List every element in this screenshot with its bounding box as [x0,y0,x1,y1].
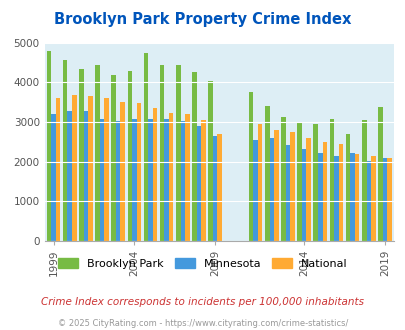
Bar [382,158,386,241]
Bar [280,117,285,241]
Bar [180,121,185,241]
Bar [366,161,370,241]
Bar [111,75,116,241]
Bar [217,134,222,241]
Bar [386,158,391,241]
Bar [354,154,358,241]
Bar [104,98,109,241]
Bar [285,145,290,241]
Bar [192,72,196,241]
Bar [67,111,72,241]
Bar [176,65,180,241]
Bar [136,103,141,241]
Bar [120,102,125,241]
Bar [361,120,366,241]
Bar [253,140,257,241]
Bar [269,138,273,241]
Bar [127,71,132,241]
Bar [51,114,55,241]
Legend: Brooklyn Park, Minnesota, National: Brooklyn Park, Minnesota, National [53,254,352,273]
Bar [322,142,326,241]
Bar [100,118,104,241]
Bar [333,156,338,241]
Bar [208,81,212,241]
Bar [248,92,253,241]
Bar [350,153,354,241]
Bar [290,132,294,241]
Text: Brooklyn Park Property Crime Index: Brooklyn Park Property Crime Index [54,12,351,26]
Bar [79,69,83,241]
Bar [83,112,88,241]
Bar [296,122,301,241]
Bar [63,59,67,241]
Bar [257,124,262,241]
Bar [264,106,269,241]
Bar [185,114,189,241]
Bar [148,119,152,241]
Bar [72,95,76,241]
Bar [377,107,382,241]
Bar [164,119,168,241]
Bar [329,119,333,241]
Bar [196,126,201,241]
Bar [132,119,136,241]
Bar [55,98,60,241]
Text: © 2025 CityRating.com - https://www.cityrating.com/crime-statistics/: © 2025 CityRating.com - https://www.city… [58,319,347,328]
Bar [143,53,148,241]
Bar [345,134,350,241]
Bar [338,144,342,241]
Bar [168,113,173,241]
Bar [306,138,310,241]
Bar [313,124,317,241]
Bar [95,65,100,241]
Text: Crime Index corresponds to incidents per 100,000 inhabitants: Crime Index corresponds to incidents per… [41,297,364,307]
Bar [201,120,205,241]
Bar [88,96,92,241]
Bar [273,130,278,241]
Bar [301,149,306,241]
Bar [152,108,157,241]
Bar [47,51,51,241]
Bar [116,120,120,241]
Bar [317,153,322,241]
Bar [370,156,375,241]
Bar [160,65,164,241]
Bar [212,136,217,241]
